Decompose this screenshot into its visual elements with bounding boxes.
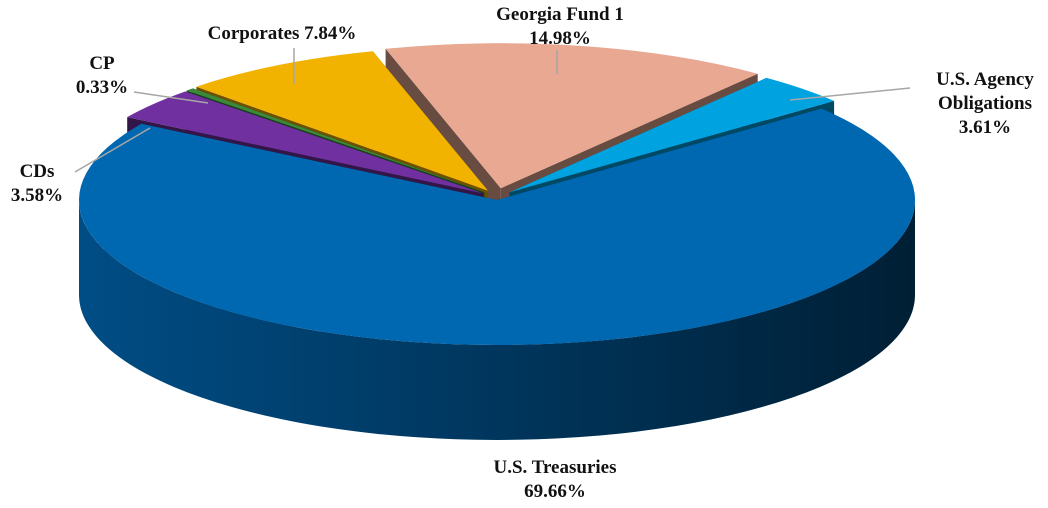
- category-label: Corporates: [207, 23, 300, 44]
- slice-label: Georgia Fund 1 14.98%: [460, 3, 660, 51]
- slice: [385, 43, 758, 189]
- leader-line: [133, 91, 209, 104]
- value-label: 3.58%: [10, 185, 64, 206]
- category-label: CP: [89, 53, 115, 74]
- slice-label: Corporates 7.84%: [152, 22, 412, 46]
- category-label: U.S. Agency Obligations: [936, 69, 1034, 114]
- category-label: CDs: [19, 161, 55, 182]
- slice: [186, 88, 485, 193]
- value-label: 69.66%: [524, 481, 586, 502]
- slice-side: [79, 200, 915, 440]
- slice: [196, 51, 488, 191]
- value-label: 0.33%: [75, 77, 129, 98]
- slice-label: U.S. Treasuries 69.66%: [430, 456, 680, 504]
- value-label: 7.84%: [304, 23, 357, 44]
- value-label: 3.61%: [958, 117, 1012, 138]
- leader-line: [789, 87, 911, 101]
- value-label: 14.98%: [529, 28, 591, 49]
- slice-label: CDs 3.58%: [0, 160, 74, 208]
- leader-line: [74, 127, 151, 173]
- slice-label: CP 0.33%: [62, 52, 142, 100]
- category-label: Georgia Fund 1: [496, 4, 624, 25]
- slice: [79, 108, 916, 346]
- slice-label: U.S. Agency Obligations 3.61%: [924, 68, 1046, 140]
- slice: [509, 77, 835, 193]
- leader-lines: [74, 48, 911, 173]
- category-label: U.S. Treasuries: [493, 457, 617, 478]
- slice: [127, 91, 483, 194]
